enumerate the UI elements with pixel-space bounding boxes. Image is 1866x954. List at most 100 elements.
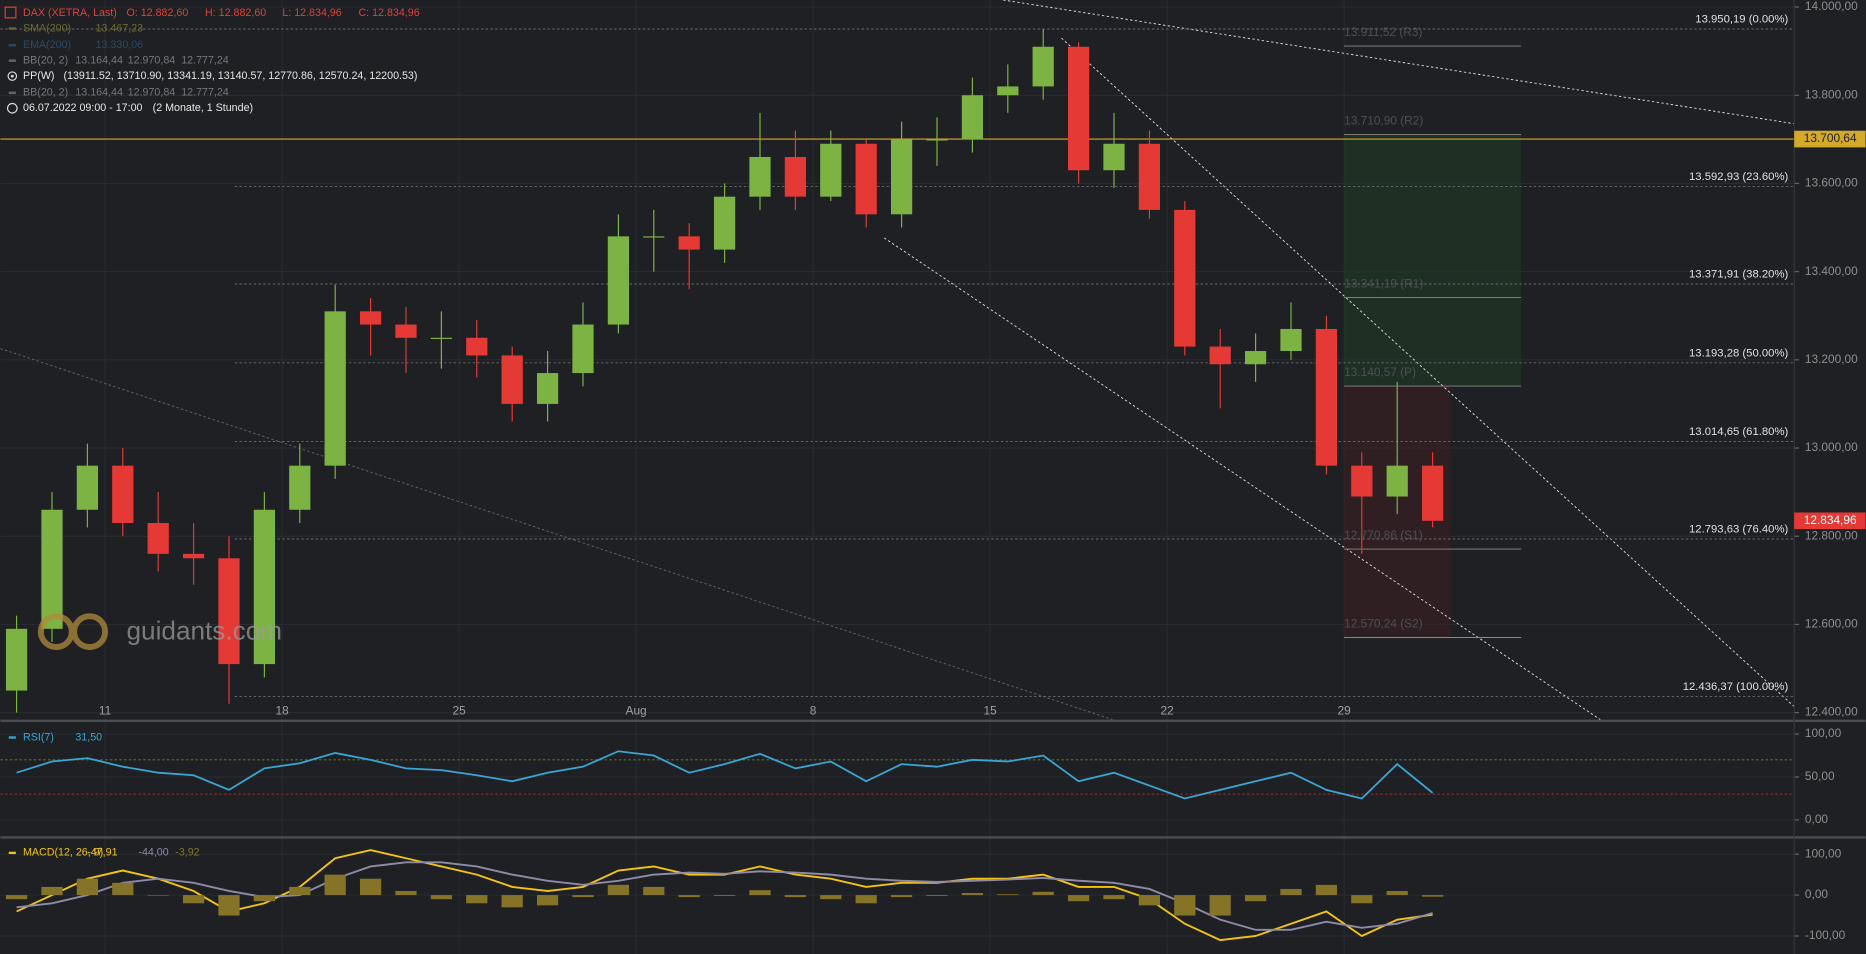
rsi-line [16, 750, 1434, 800]
y-tick-label: 13.400,00 [1805, 264, 1858, 278]
histogram-bar [997, 894, 1019, 896]
histogram-bar [359, 878, 382, 896]
x-tick-label: 22 [1160, 703, 1173, 717]
legend-value: -47,91 [87, 847, 117, 859]
y-tick-label: 13.000,00 [1805, 440, 1858, 454]
histogram-bar [1209, 895, 1231, 916]
legend-swatch [8, 44, 16, 47]
histogram-bar [1174, 895, 1196, 916]
pivot-label: 12.770,86 (S1) [1344, 528, 1423, 542]
y-tick-label: 14.000,00 [1805, 0, 1858, 13]
resolution: (2 Monate, 1 Stunde) [153, 102, 253, 114]
x-tick-label: 11 [99, 703, 112, 717]
histogram-bar [395, 890, 417, 896]
candle-body [5, 628, 28, 691]
pivot-label: 13.341,19 (R1) [1344, 277, 1423, 291]
legend-swatch [8, 851, 16, 855]
y-tick-label: 12.800,00 [1805, 528, 1858, 542]
candle-body [253, 509, 276, 665]
histogram-bar [536, 895, 559, 906]
candle-body [1174, 209, 1196, 347]
histogram-bar [713, 895, 736, 896]
legend-swatch [8, 27, 16, 30]
icon [7, 71, 18, 81]
indicator-value: 13.330,06 [96, 39, 144, 51]
legend-name: MACD(12, 26, 9) [23, 847, 103, 859]
candle-body [997, 86, 1019, 96]
pivot-label: 12.570,24 (S2) [1344, 617, 1423, 631]
histogram-bar [890, 895, 913, 898]
y-tick-label: -100,00 [1805, 928, 1846, 942]
indicator-value: 13.164,44 [75, 87, 123, 99]
pivot-label: 13.710,90 (R2) [1344, 114, 1423, 128]
histogram-bar [218, 895, 240, 916]
candle-body [607, 236, 630, 325]
histogram-bar [1103, 895, 1125, 900]
histogram-bar [926, 895, 948, 896]
histogram-bar [466, 895, 488, 904]
indicator: BB(20, 2) [23, 54, 68, 66]
candle-body [147, 522, 169, 554]
histogram-bar [1138, 895, 1161, 906]
candle-body [289, 465, 311, 510]
histogram-bar [572, 895, 594, 898]
histogram-bar [643, 886, 665, 896]
histogram-bar [41, 886, 63, 896]
legend-value: -44,00 [138, 847, 168, 859]
histogram-bar [749, 890, 771, 896]
candle-body [749, 156, 771, 197]
histogram-bar [501, 895, 523, 908]
trend-line [0, 348, 1113, 721]
histogram-bar [784, 895, 807, 898]
y-tick-label: 12.600,00 [1805, 617, 1858, 631]
ohlc: C: 12.834,96 [358, 7, 419, 19]
marks [0, 28, 1795, 942]
histogram-bar [182, 895, 205, 904]
histogram-bar [5, 895, 28, 900]
candle-body [572, 324, 594, 374]
icon [6, 102, 18, 114]
indicator-value: (13911.52, 13710.90, 13341.19, 13140.57,… [63, 70, 417, 82]
y-tick-label: 0,00 [1805, 887, 1829, 901]
candle-body [1103, 143, 1125, 171]
candle-body [820, 143, 842, 197]
histogram-bar [1032, 891, 1054, 896]
marker-label: 13.700,64 [1804, 131, 1857, 145]
histogram-bar [678, 895, 700, 898]
fib-label: 12.436,37 (100.00%) [1683, 681, 1789, 693]
candle-body [1280, 328, 1302, 352]
candle-body [1067, 46, 1090, 171]
histogram-bar [855, 895, 877, 904]
y-tick-label: 12.400,00 [1805, 705, 1858, 719]
y-tick-label: 100,00 [1805, 846, 1842, 860]
candle-body [466, 337, 488, 356]
fib-label: 13.592,93 (23.60%) [1689, 171, 1788, 183]
candle-body [1351, 465, 1373, 497]
indicator: SMA(200) [23, 22, 71, 34]
candle-body [395, 324, 417, 338]
candle-body [784, 156, 807, 197]
candle-body [1386, 465, 1408, 497]
watermark: guidants.com [37, 613, 282, 651]
fib-label: 13.950,19 (0.00%) [1695, 13, 1788, 25]
header: DAX (XETRA, Last) O: 12.882,60 H: 12.882… [4, 6, 420, 114]
indicator-value: 13.467,23 [96, 22, 144, 34]
candle-body [430, 337, 453, 339]
candle-body [855, 143, 877, 215]
indicator: BB(20, 2) [23, 87, 68, 99]
histogram-bar [1351, 895, 1373, 904]
candle-body [112, 465, 134, 523]
histogram-bar [961, 893, 984, 896]
indicator-value: 12.970,84 [128, 87, 176, 99]
indicator-value: 13.164,44 [75, 54, 123, 66]
indicator: PP(W) [23, 70, 54, 82]
histogram-bar [147, 895, 169, 896]
legend-name: RSI(7) [23, 731, 54, 743]
candle-body [1421, 465, 1444, 521]
candle-body [1032, 46, 1054, 87]
histogram-bar [820, 895, 842, 900]
candle-body [76, 465, 99, 510]
histogram-bar [1067, 895, 1090, 902]
candle-body [961, 95, 984, 140]
